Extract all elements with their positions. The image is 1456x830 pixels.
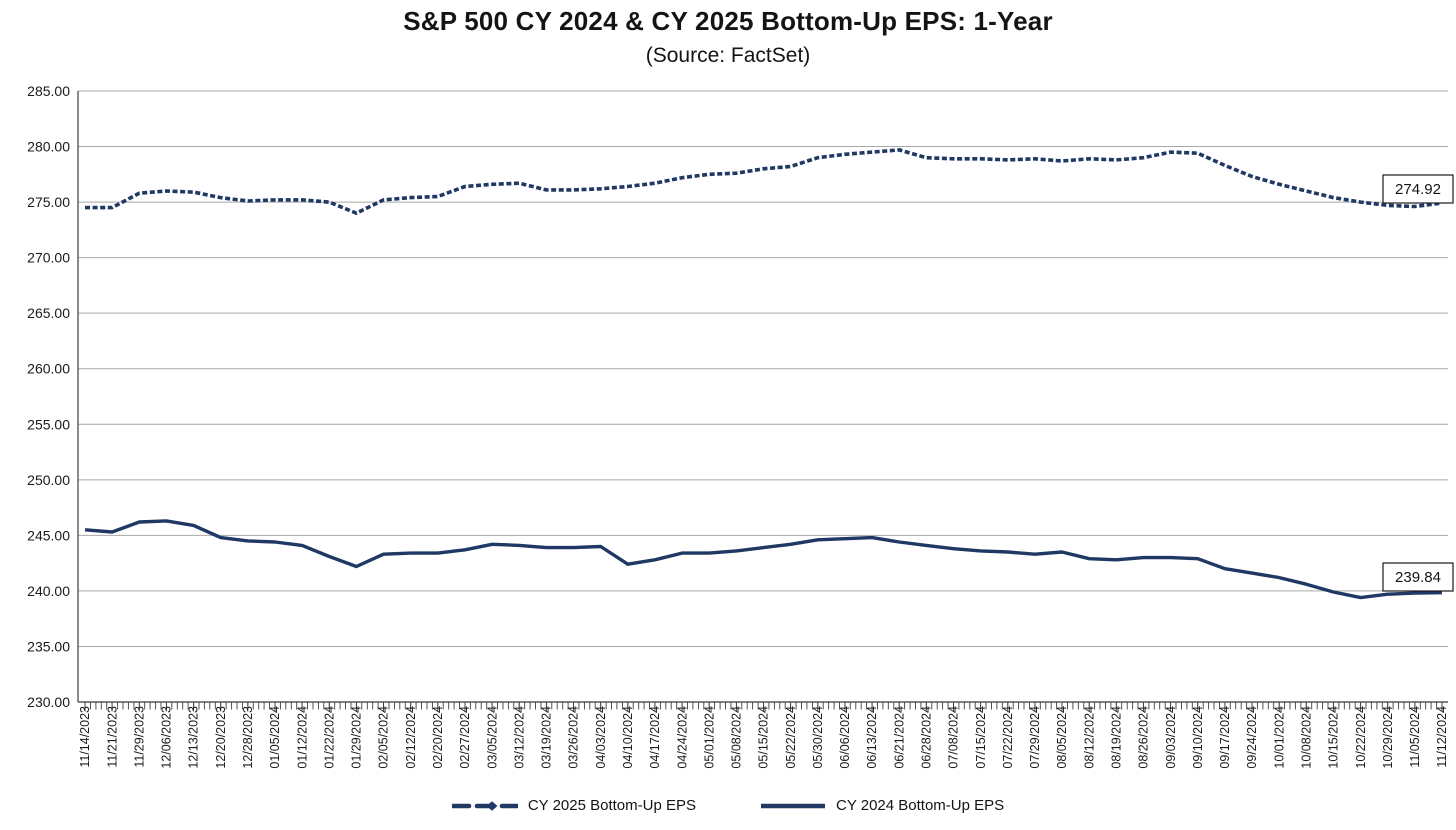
svg-text:04/17/2024: 04/17/2024 — [648, 706, 662, 769]
chart-title: S&P 500 CY 2024 & CY 2025 Bottom-Up EPS:… — [403, 6, 1053, 36]
svg-text:11/12/2024: 11/12/2024 — [1435, 706, 1449, 768]
svg-text:08/19/2024: 08/19/2024 — [1110, 706, 1124, 769]
svg-text:05/08/2024: 05/08/2024 — [730, 706, 744, 769]
svg-text:09/24/2024: 09/24/2024 — [1245, 706, 1259, 769]
series-line-cy2025 — [85, 148, 1443, 215]
svg-text:285.00: 285.00 — [27, 83, 70, 99]
svg-text:275.00: 275.00 — [27, 194, 70, 210]
svg-text:11/21/2023: 11/21/2023 — [105, 706, 119, 768]
svg-text:12/13/2023: 12/13/2023 — [187, 706, 201, 769]
svg-text:255.00: 255.00 — [27, 416, 70, 432]
chart-subtitle: (Source: FactSet) — [645, 44, 811, 67]
svg-text:250.00: 250.00 — [27, 472, 70, 488]
svg-text:10/22/2024: 10/22/2024 — [1354, 706, 1368, 769]
y-gridlines — [78, 90, 1448, 647]
svg-text:11/14/2023: 11/14/2023 — [78, 706, 92, 768]
end-label-cy2025: 274.92 — [1382, 174, 1454, 204]
svg-text:06/21/2024: 06/21/2024 — [892, 706, 906, 769]
svg-text:07/22/2024: 07/22/2024 — [1001, 706, 1015, 769]
svg-text:06/28/2024: 06/28/2024 — [920, 706, 934, 769]
svg-text:03/19/2024: 03/19/2024 — [540, 706, 554, 769]
svg-text:01/22/2024: 01/22/2024 — [322, 706, 336, 769]
axis-lines — [77, 91, 1448, 703]
chart-legend: CY 2025 Bottom-Up EPS CY 2024 Bottom-Up … — [0, 797, 1456, 814]
svg-text:280.00: 280.00 — [27, 139, 70, 155]
svg-text:240.00: 240.00 — [27, 583, 70, 599]
svg-text:03/12/2024: 03/12/2024 — [512, 706, 526, 769]
svg-text:04/03/2024: 04/03/2024 — [594, 706, 608, 769]
svg-text:02/12/2024: 02/12/2024 — [404, 706, 418, 769]
dashed-line-swatch-icon — [451, 800, 518, 811]
svg-text:08/26/2024: 08/26/2024 — [1137, 706, 1151, 769]
svg-text:12/20/2023: 12/20/2023 — [214, 706, 228, 769]
svg-text:270.00: 270.00 — [27, 250, 70, 266]
svg-text:260.00: 260.00 — [27, 361, 70, 377]
solid-line-swatch-icon — [761, 803, 825, 808]
svg-text:03/05/2024: 03/05/2024 — [485, 706, 499, 769]
svg-text:01/29/2024: 01/29/2024 — [350, 706, 364, 769]
svg-text:02/20/2024: 02/20/2024 — [431, 706, 445, 769]
svg-text:10/15/2024: 10/15/2024 — [1327, 706, 1341, 769]
svg-text:09/03/2024: 09/03/2024 — [1164, 706, 1178, 769]
legend-label-cy2025: CY 2025 Bottom-Up EPS — [527, 797, 696, 814]
svg-text:02/27/2024: 02/27/2024 — [458, 706, 472, 769]
svg-text:265.00: 265.00 — [27, 305, 70, 321]
svg-text:01/05/2024: 01/05/2024 — [268, 706, 282, 769]
svg-text:09/10/2024: 09/10/2024 — [1191, 706, 1205, 769]
svg-text:245.00: 245.00 — [27, 527, 70, 543]
svg-text:07/15/2024: 07/15/2024 — [974, 706, 988, 769]
svg-text:05/22/2024: 05/22/2024 — [784, 706, 798, 769]
svg-text:07/29/2024: 07/29/2024 — [1028, 706, 1042, 769]
svg-text:12/28/2023: 12/28/2023 — [241, 706, 255, 769]
svg-text:02/05/2024: 02/05/2024 — [377, 706, 391, 769]
end-label-cy2024: 239.84 — [1382, 562, 1454, 592]
svg-text:03/26/2024: 03/26/2024 — [567, 706, 581, 769]
svg-text:235.00: 235.00 — [27, 638, 70, 654]
svg-text:05/30/2024: 05/30/2024 — [811, 706, 825, 769]
svg-text:04/10/2024: 04/10/2024 — [621, 706, 635, 769]
svg-text:05/01/2024: 05/01/2024 — [702, 706, 716, 769]
svg-text:10/01/2024: 10/01/2024 — [1272, 706, 1286, 769]
y-axis-labels: 285.00 280.00 275.00 270.00 265.00 260.00 255.… — [27, 83, 70, 710]
svg-text:06/06/2024: 06/06/2024 — [838, 706, 852, 769]
svg-text:01/12/2024: 01/12/2024 — [295, 706, 309, 769]
svg-text:07/08/2024: 07/08/2024 — [947, 706, 961, 769]
series-line-cy2024 — [84, 519, 1443, 600]
svg-text:11/29/2023: 11/29/2023 — [132, 706, 146, 768]
legend-item-cy2024: CY 2024 Bottom-Up EPS — [760, 797, 1004, 814]
legend-label-cy2024: CY 2024 Bottom-Up EPS — [836, 797, 1005, 814]
svg-text:04/24/2024: 04/24/2024 — [675, 706, 689, 769]
svg-text:11/05/2024: 11/05/2024 — [1408, 706, 1422, 768]
svg-text:08/05/2024: 08/05/2024 — [1055, 706, 1069, 769]
svg-text:09/17/2024: 09/17/2024 — [1218, 706, 1232, 769]
svg-text:230.00: 230.00 — [27, 694, 70, 710]
svg-text:08/12/2024: 08/12/2024 — [1082, 706, 1096, 769]
legend-item-cy2025: CY 2025 Bottom-Up EPS — [451, 797, 696, 814]
svg-text:239.84: 239.84 — [1395, 569, 1441, 586]
svg-text:10/08/2024: 10/08/2024 — [1300, 706, 1314, 769]
svg-text:10/29/2024: 10/29/2024 — [1381, 706, 1395, 769]
svg-text:05/15/2024: 05/15/2024 — [757, 706, 771, 769]
x-axis-ticks — [84, 702, 1443, 712]
svg-text:274.92: 274.92 — [1395, 181, 1441, 198]
svg-text:12/06/2023: 12/06/2023 — [160, 706, 174, 769]
svg-text:06/13/2024: 06/13/2024 — [865, 706, 879, 769]
x-axis-labels: 11/14/2023 11/21/2023 11/29/2023 12/06/2023… — [78, 706, 1449, 769]
